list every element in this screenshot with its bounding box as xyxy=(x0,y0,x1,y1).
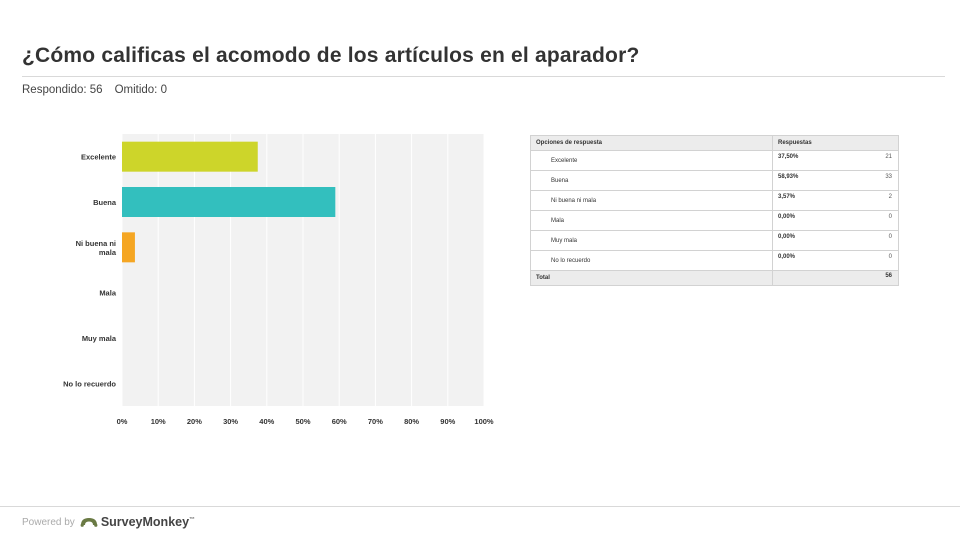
row-count: 21 xyxy=(885,154,892,160)
row-percent: 0,00% xyxy=(778,214,796,220)
category-label: Buena xyxy=(93,198,117,207)
column-header-options: Opciones de respuesta xyxy=(530,135,773,151)
x-tick-label: 10% xyxy=(151,417,166,426)
x-tick-label: 80% xyxy=(404,417,419,426)
category-label: Excelente xyxy=(81,153,116,162)
skipped-count: Omitido: 0 xyxy=(114,84,167,96)
row-percent: 3,57% xyxy=(778,194,796,200)
row-option: Ni buena ni mala xyxy=(530,190,773,211)
x-tick-label: 90% xyxy=(440,417,455,426)
table-header-row: Opciones de respuesta Respuestas xyxy=(530,135,899,151)
x-tick-label: 30% xyxy=(223,417,238,426)
surveymonkey-brand[interactable]: SurveyMonkey™ xyxy=(100,515,196,529)
row-option: Buena xyxy=(530,170,773,191)
row-percent: 58,93% xyxy=(778,174,799,180)
table-row: No lo recuerdo 0,00% 0 xyxy=(530,250,899,271)
answered-count: Respondido: 56 xyxy=(22,84,103,96)
table-row: Mala 0,00% 0 xyxy=(530,210,899,231)
row-option: Excelente xyxy=(530,150,773,171)
response-stats: Respondido: 56 Omitido: 0 xyxy=(22,84,167,96)
table-row: Excelente 37,50% 21 xyxy=(530,150,899,171)
column-header-responses: Respuestas xyxy=(772,135,899,151)
x-tick-label: 70% xyxy=(368,417,383,426)
x-tick-label: 50% xyxy=(295,417,310,426)
title-divider xyxy=(22,76,945,77)
category-label: No lo recuerdo xyxy=(63,379,116,388)
total-label: Total xyxy=(530,270,773,286)
x-tick-label: 100% xyxy=(474,417,494,426)
x-tick-label: 60% xyxy=(332,417,347,426)
row-count: 0 xyxy=(888,214,892,220)
table-row: Buena 58,93% 33 xyxy=(530,170,899,191)
category-label: Ni buena ni mala xyxy=(76,239,117,257)
row-option: No lo recuerdo xyxy=(530,250,773,271)
surveymonkey-logo-icon[interactable] xyxy=(80,517,98,527)
row-count: 33 xyxy=(885,174,892,180)
question-title: ¿Cómo calificas el acomodo de los artícu… xyxy=(22,44,640,67)
x-tick-label: 20% xyxy=(187,417,202,426)
category-label: Muy mala xyxy=(82,334,117,343)
x-tick-label: 40% xyxy=(259,417,274,426)
bar xyxy=(122,141,258,172)
footer: Powered by SurveyMonkey™ xyxy=(22,515,195,529)
row-percent: 0,00% xyxy=(778,234,796,240)
powered-by-text: Powered by xyxy=(22,516,75,528)
total-count: 56 xyxy=(885,273,892,279)
table-row: Muy mala 0,00% 0 xyxy=(530,230,899,251)
row-percent: 0,00% xyxy=(778,254,796,260)
row-count: 2 xyxy=(888,194,892,200)
footer-divider xyxy=(0,506,960,507)
row-option: Mala xyxy=(530,210,773,231)
row-percent: 37,50% xyxy=(778,154,799,160)
category-label: Mala xyxy=(99,289,117,298)
table-row: Ni buena ni mala 3,57% 2 xyxy=(530,190,899,211)
table-total-row: Total 56 xyxy=(530,270,899,286)
bar xyxy=(122,187,336,217)
row-option: Muy mala xyxy=(530,230,773,251)
bar xyxy=(122,232,135,263)
x-tick-label: 0% xyxy=(117,417,128,426)
row-count: 0 xyxy=(888,234,892,240)
row-count: 0 xyxy=(888,254,892,260)
answers-table: Opciones de respuesta Respuestas Excelen… xyxy=(530,135,899,286)
